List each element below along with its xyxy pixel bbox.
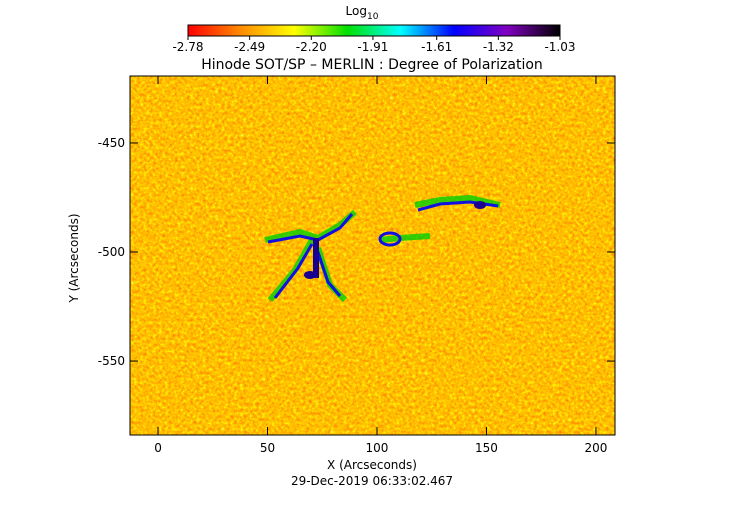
colorbar-tick-label: -1.03 [544,40,575,54]
colorbar-tick-label: -1.61 [421,40,452,54]
colorbar-title-sub: 10 [367,12,379,22]
colorbar-tick-label: -2.78 [172,40,203,54]
colorbar-title-base: Log [346,4,367,18]
x-tick-label: 50 [260,441,275,455]
y-tick-label: -500 [98,245,125,259]
x-tick-label: 0 [154,441,162,455]
x-axis-label: X (Arcseconds) [327,458,417,472]
x-tick-label: 200 [584,441,607,455]
image-texture [130,76,615,435]
plot-frame [129,75,616,436]
x-tick-label: 100 [366,441,389,455]
y-tick-label: -550 [98,354,125,368]
colorbar-title: Log10 [346,4,379,22]
colorbar [187,24,561,37]
x-tick-label: 150 [475,441,498,455]
chart-title: Hinode SOT/SP – MERLIN : Degree of Polar… [201,57,543,73]
y-tick-label: -450 [98,136,125,150]
colorbar-tick-label: -2.49 [234,40,265,54]
feature-dark [304,201,486,279]
colorbar-tick-label: -2.20 [296,40,327,54]
colorbar-tick-label: -1.32 [483,40,514,54]
date-label: 29-Dec-2019 06:33:02.467 [291,474,453,488]
y-axis-label: Y (Arcseconds) [67,213,81,303]
colorbar-tick-label: -1.91 [357,40,388,54]
image [130,76,615,435]
